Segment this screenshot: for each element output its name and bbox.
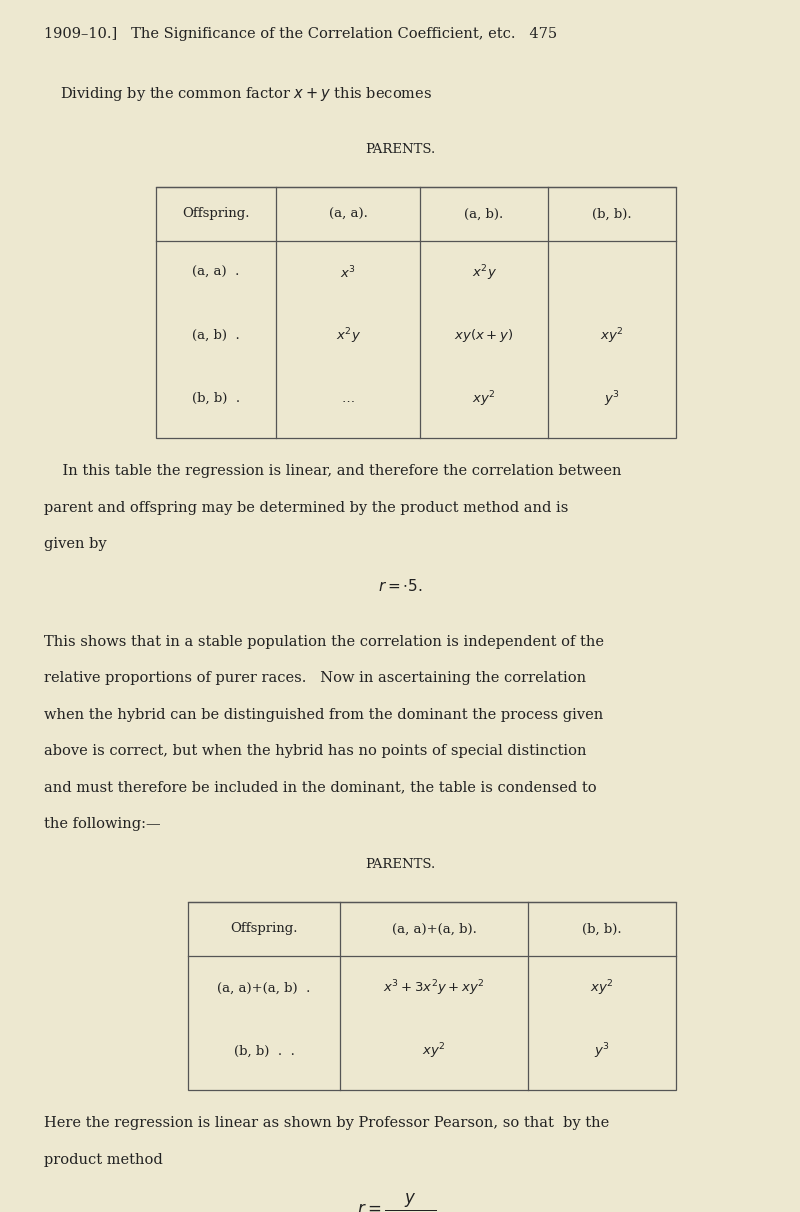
- Text: $xy(x+y)$: $xy(x+y)$: [454, 327, 514, 344]
- Text: PARENTS.: PARENTS.: [365, 858, 435, 871]
- Text: $x^3+3x^2y+xy^2$: $x^3+3x^2y+xy^2$: [383, 978, 485, 997]
- Text: $xy^2$: $xy^2$: [590, 978, 614, 997]
- Text: (b, b).: (b, b).: [582, 922, 622, 936]
- Text: In this table the regression is linear, and therefore the correlation between: In this table the regression is linear, …: [44, 464, 622, 479]
- Text: (b, b).: (b, b).: [592, 207, 632, 221]
- Text: (a, a)  .: (a, a) .: [192, 267, 240, 279]
- Text: $\ldots$: $\ldots$: [341, 393, 355, 405]
- Text: (a, b)  .: (a, b) .: [192, 330, 240, 342]
- Text: given by: given by: [44, 537, 106, 551]
- Text: $y^3$: $y^3$: [604, 389, 620, 408]
- Text: (b, b)  .: (b, b) .: [192, 393, 240, 405]
- Text: $y^3$: $y^3$: [594, 1041, 610, 1060]
- Text: $r = {\cdot}5.$: $r = {\cdot}5.$: [378, 578, 422, 594]
- Bar: [188, 902, 676, 1090]
- Text: Dividing by the common factor $x+y$ this becomes: Dividing by the common factor $x+y$ this…: [60, 85, 432, 103]
- Text: $x^2y$: $x^2y$: [335, 326, 361, 345]
- Text: (a, b).: (a, b).: [464, 207, 504, 221]
- Text: $r = \dfrac{y}{x+2y},$: $r = \dfrac{y}{x+2y},$: [357, 1191, 443, 1212]
- Text: PARENTS.: PARENTS.: [365, 143, 435, 156]
- Text: Offspring.: Offspring.: [182, 207, 250, 221]
- Bar: [156, 187, 676, 438]
- Text: above is correct, but when the hybrid has no points of special distinction: above is correct, but when the hybrid ha…: [44, 744, 586, 759]
- Text: the following:—: the following:—: [44, 817, 161, 831]
- Text: and must therefore be included in the dominant, the table is condensed to: and must therefore be included in the do…: [44, 781, 597, 795]
- Text: (a, a)+(a, b)  .: (a, a)+(a, b) .: [218, 982, 310, 994]
- Text: (a, a).: (a, a).: [329, 207, 367, 221]
- Text: Offspring.: Offspring.: [230, 922, 298, 936]
- Text: 1909–10.]   The Significance of the Correlation Coefficient, etc.   475: 1909–10.] The Significance of the Correl…: [44, 27, 557, 41]
- Text: Here the regression is linear as shown by Professor Pearson, so that  by the: Here the regression is linear as shown b…: [44, 1116, 610, 1131]
- Text: $xy^2$: $xy^2$: [600, 326, 624, 345]
- Text: (b, b)  .  .: (b, b) . .: [234, 1045, 294, 1057]
- Text: $xy^2$: $xy^2$: [422, 1041, 446, 1060]
- Text: $x^2y$: $x^2y$: [471, 263, 497, 282]
- Text: $x^3$: $x^3$: [340, 264, 356, 281]
- Text: parent and offspring may be determined by the product method and is: parent and offspring may be determined b…: [44, 501, 568, 515]
- Text: relative proportions of purer races.   Now in ascertaining the correlation: relative proportions of purer races. Now…: [44, 671, 586, 686]
- Text: This shows that in a stable population the correlation is independent of the: This shows that in a stable population t…: [44, 635, 604, 650]
- Text: (a, a)+(a, b).: (a, a)+(a, b).: [391, 922, 477, 936]
- Text: $xy^2$: $xy^2$: [472, 389, 496, 408]
- Text: product method: product method: [44, 1153, 162, 1167]
- Text: when the hybrid can be distinguished from the dominant the process given: when the hybrid can be distinguished fro…: [44, 708, 603, 722]
